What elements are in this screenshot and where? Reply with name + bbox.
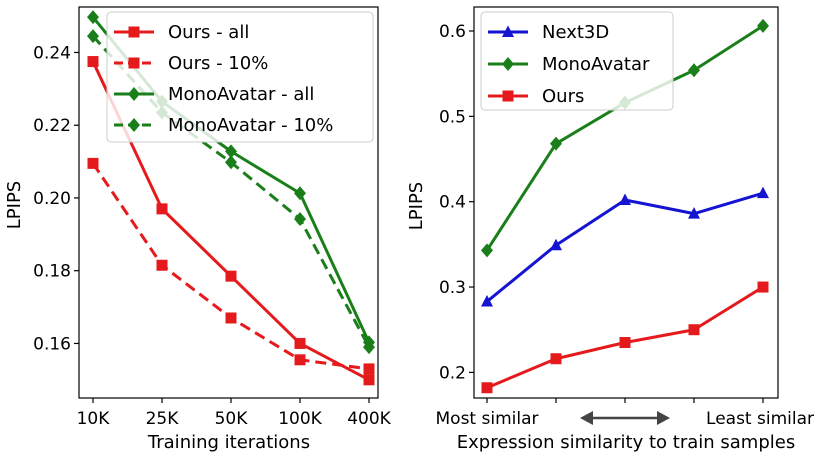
right-point-next3d xyxy=(550,238,562,251)
right-legend-marker-monoavatar xyxy=(502,57,514,71)
left-plot-frame xyxy=(78,6,379,399)
left-legend-marker-monoavatar-all xyxy=(128,87,140,101)
left-x-axis-label: Training iterations xyxy=(147,432,310,453)
right-xtick-least-similar: Least similar xyxy=(706,409,814,429)
left-legend-label: Ours - all xyxy=(168,22,249,43)
left-point-ours-10 xyxy=(156,259,168,271)
left-series-line-ours-10 xyxy=(91,162,370,371)
right-point-next3d xyxy=(757,186,769,199)
left-xtick-label: 400K xyxy=(347,409,391,429)
right-point-ours xyxy=(619,337,631,349)
right-point-monoavatar xyxy=(757,18,769,33)
right-point-ours xyxy=(757,281,769,293)
right-legend-box xyxy=(480,11,674,111)
right-series-group xyxy=(481,18,769,394)
left-point-monoavatar-10 xyxy=(225,155,237,170)
left-ytick-label: 0.20 xyxy=(33,189,71,209)
left-xtick-label: 10K xyxy=(77,409,111,429)
left-ytick-label: 0.24 xyxy=(33,43,71,63)
left-ytick-label: 0.18 xyxy=(33,262,71,282)
right-legend-label: MonoAvatar xyxy=(542,54,650,75)
right-ytick-label: 0.2 xyxy=(439,363,466,383)
right-point-monoavatar xyxy=(481,243,493,258)
left-point-ours-10 xyxy=(363,363,375,375)
right-plot-frame xyxy=(473,6,779,399)
right-y-ticks: 0.2 0.3 0.4 0.5 0.6 xyxy=(439,22,474,383)
right-ytick-label: 0.3 xyxy=(439,278,466,298)
left-ytick-label: 0.22 xyxy=(33,116,71,136)
left-point-monoavatar-10 xyxy=(363,340,375,355)
right-point-ours xyxy=(550,353,562,365)
right-point-next3d xyxy=(481,295,493,307)
left-legend-label: MonoAvatar - all xyxy=(168,84,314,105)
right-y-axis-label: LPIPS xyxy=(406,182,427,230)
left-point-ours-all xyxy=(225,270,237,282)
left-xtick-label: 100K xyxy=(278,409,322,429)
left-legend-marker-monoavatar-10 xyxy=(128,118,140,132)
right-xtick-most-similar: Most similar xyxy=(436,409,539,429)
left-point-ours-10 xyxy=(87,157,99,169)
left-point-ours-10 xyxy=(294,354,306,366)
right-x-axis-label: Expression similarity to train samples xyxy=(457,432,795,453)
left-point-monoavatar-all xyxy=(225,144,237,159)
left-x-ticks: 10K 25K 50K 100K 400K xyxy=(77,398,392,429)
right-ytick-label: 0.4 xyxy=(439,193,466,213)
right-point-monoavatar xyxy=(550,136,562,151)
right-legend-marker-next3d xyxy=(502,25,514,37)
right-point-ours xyxy=(688,324,700,336)
left-point-monoavatar-all xyxy=(294,186,306,201)
right-point-next3d xyxy=(688,207,700,219)
left-legend: Ours - all Ours - 10% MonoAvatar - all Mono… xyxy=(106,11,374,143)
right-legend-marker-ours xyxy=(502,90,514,102)
left-legend-box xyxy=(106,11,374,143)
left-point-ours-all xyxy=(294,337,306,349)
right-legend-label: Ours xyxy=(542,86,584,107)
left-ytick-label: 0.16 xyxy=(33,334,71,354)
left-xtick-label: 50K xyxy=(215,409,249,429)
right-point-monoavatar xyxy=(688,63,700,78)
left-point-ours-all xyxy=(156,203,168,215)
right-point-ours xyxy=(481,382,493,394)
left-point-monoavatar-10 xyxy=(294,212,306,227)
right-point-next3d xyxy=(619,193,631,205)
right-legend-label: Next3D xyxy=(542,22,609,43)
left-chart: 0.16 0.18 0.20 0.22 0.24 10K 25K 50K 100K 400K T… xyxy=(4,6,392,453)
left-y-axis-label: LPIPS xyxy=(4,181,25,229)
left-point-monoavatar-all xyxy=(87,10,99,25)
left-point-monoavatar-10 xyxy=(87,29,99,44)
right-ytick-label: 0.5 xyxy=(439,107,466,127)
left-legend-marker-ours-10 xyxy=(128,57,140,69)
right-x-ticks xyxy=(486,398,764,403)
left-legend-label: MonoAvatar - 10% xyxy=(168,115,333,136)
left-legend-label: Ours - 10% xyxy=(168,53,268,74)
right-chart: 0.2 0.3 0.4 0.5 0.6 Most similar Least simil… xyxy=(406,6,814,453)
left-y-ticks: 0.16 0.18 0.20 0.22 0.24 xyxy=(33,43,79,354)
right-series-line-next3d xyxy=(486,191,764,303)
left-point-ours-10 xyxy=(225,312,237,324)
left-point-ours-all xyxy=(87,56,99,68)
left-legend-marker-ours-all xyxy=(128,26,140,38)
left-point-ours-all xyxy=(363,374,375,386)
left-xtick-label: 25K xyxy=(146,409,180,429)
double-arrow-icon xyxy=(580,411,670,425)
right-legend: Next3D MonoAvatar Ours xyxy=(480,11,674,111)
right-ytick-label: 0.6 xyxy=(439,22,466,42)
